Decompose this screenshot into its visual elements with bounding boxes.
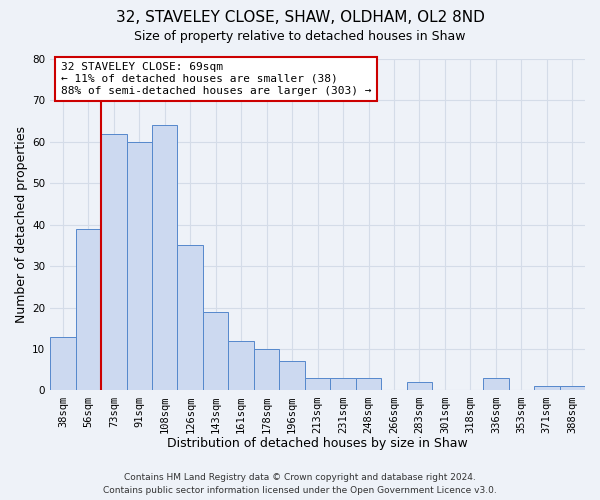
- Text: Size of property relative to detached houses in Shaw: Size of property relative to detached ho…: [134, 30, 466, 43]
- Bar: [280, 362, 305, 390]
- Bar: [356, 378, 381, 390]
- Bar: [127, 142, 152, 390]
- Bar: [229, 341, 254, 390]
- Text: Contains HM Land Registry data © Crown copyright and database right 2024.
Contai: Contains HM Land Registry data © Crown c…: [103, 474, 497, 495]
- Bar: [331, 378, 356, 390]
- Bar: [101, 134, 127, 390]
- X-axis label: Distribution of detached houses by size in Shaw: Distribution of detached houses by size …: [167, 437, 468, 450]
- Bar: [407, 382, 432, 390]
- Bar: [152, 126, 178, 390]
- Bar: [560, 386, 585, 390]
- Bar: [483, 378, 509, 390]
- Bar: [254, 349, 280, 391]
- Bar: [50, 336, 76, 390]
- Bar: [178, 246, 203, 390]
- Text: 32, STAVELEY CLOSE, SHAW, OLDHAM, OL2 8ND: 32, STAVELEY CLOSE, SHAW, OLDHAM, OL2 8N…: [116, 10, 484, 25]
- Y-axis label: Number of detached properties: Number of detached properties: [15, 126, 28, 323]
- Bar: [76, 229, 101, 390]
- Bar: [305, 378, 331, 390]
- Bar: [534, 386, 560, 390]
- Text: 32 STAVELEY CLOSE: 69sqm
← 11% of detached houses are smaller (38)
88% of semi-d: 32 STAVELEY CLOSE: 69sqm ← 11% of detach…: [61, 62, 371, 96]
- Bar: [203, 312, 229, 390]
